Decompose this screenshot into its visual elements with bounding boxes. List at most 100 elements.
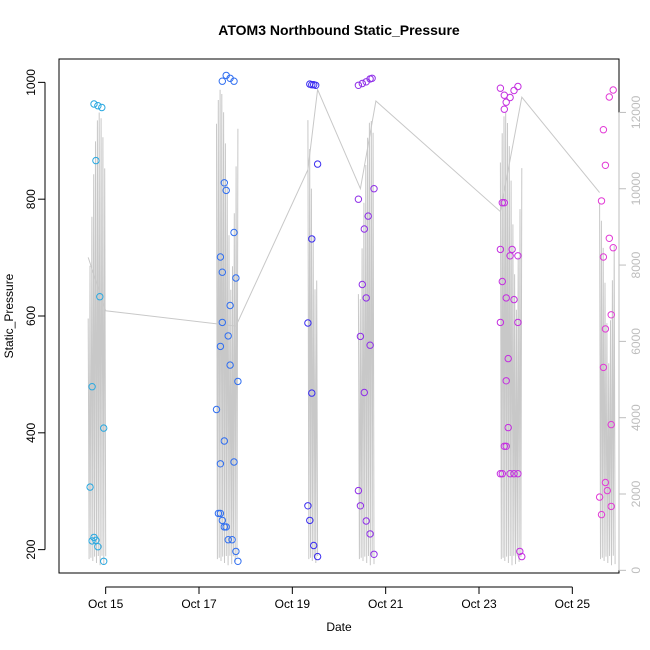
data-point (516, 547, 524, 556)
y-left-tick-label: 400 (24, 422, 38, 442)
data-point (88, 383, 96, 391)
data-point (370, 185, 378, 193)
data-point (222, 523, 230, 531)
pressure-trace-layer (87, 87, 616, 566)
data-point (88, 537, 96, 545)
data-point (360, 225, 368, 233)
data-point (232, 547, 240, 556)
trace-burst-3 (307, 120, 319, 564)
data-point (506, 470, 514, 478)
data-point (230, 77, 238, 85)
x-axis-label: Date (326, 620, 352, 634)
data-point (304, 502, 312, 510)
data-point (234, 377, 242, 386)
data-point (518, 552, 526, 561)
y-right-tick-label: 6000 (629, 328, 643, 355)
y-left-tick-label: 600 (24, 306, 38, 326)
chart-title: ATOM3 Northbound Static_Pressure (218, 22, 460, 38)
data-point (506, 93, 514, 102)
data-point (358, 79, 366, 88)
data-point (216, 460, 225, 468)
data-point (504, 423, 512, 432)
data-point (308, 389, 316, 397)
data-point (609, 86, 617, 94)
data-point (502, 98, 510, 106)
data-point (368, 74, 376, 83)
data-point (212, 405, 221, 414)
data-point (100, 557, 108, 565)
data-point (228, 536, 236, 544)
trace-burst-4 (357, 120, 375, 566)
data-point (498, 199, 506, 207)
data-point (310, 541, 318, 550)
data-point (597, 510, 606, 519)
x-tick-label: Oct 15 (88, 597, 124, 611)
data-point (510, 86, 518, 95)
data-point (218, 318, 227, 327)
data-point (224, 332, 232, 340)
data-point (98, 103, 106, 112)
y-axis-right: 0 2000 4000 6000 8000 10000 12000 (618, 95, 643, 574)
data-point (609, 244, 617, 252)
data-point (214, 509, 223, 518)
data-point (308, 81, 316, 89)
data-point (306, 516, 314, 525)
data-point (498, 470, 506, 478)
y-left-tick-label: 200 (24, 539, 38, 559)
data-point (313, 552, 322, 561)
y-left-tick-label: 800 (24, 189, 38, 209)
data-point (218, 77, 227, 85)
data-point (496, 84, 505, 92)
data-point (356, 502, 365, 510)
data-point (514, 318, 522, 327)
y-left-tick-label: 1000 (24, 69, 38, 96)
trace-envelope-line (87, 87, 600, 327)
data-point (370, 550, 378, 558)
data-point (364, 212, 372, 220)
x-tick-label: Oct 21 (368, 597, 404, 611)
data-point (220, 179, 229, 187)
data-point (605, 93, 613, 101)
trace-burst-2 (216, 89, 239, 566)
data-point (216, 253, 225, 261)
y-right-tick-label: 12000 (629, 95, 643, 129)
data-point (224, 536, 232, 544)
data-point (601, 478, 610, 487)
data-point (366, 341, 374, 349)
x-tick-label: Oct 25 (555, 597, 591, 611)
data-point (218, 516, 227, 525)
data-point (96, 293, 104, 301)
data-point (304, 319, 312, 327)
data-point (601, 325, 610, 333)
data-point (599, 253, 608, 261)
data-point (502, 442, 510, 450)
data-point (599, 363, 608, 372)
data-point (220, 437, 229, 445)
data-point (607, 420, 615, 429)
data-point (502, 294, 510, 302)
data-point (230, 458, 238, 466)
x-tick-label: Oct 23 (461, 597, 497, 611)
trace-burst-6 (599, 203, 616, 566)
data-point (356, 332, 365, 341)
data-point (500, 105, 508, 113)
data-point (354, 486, 363, 495)
data-point (599, 126, 608, 134)
data-point (313, 160, 322, 168)
data-point (218, 268, 227, 276)
data-point (230, 228, 238, 237)
data-point (603, 486, 611, 495)
data-point (595, 493, 604, 501)
data-point (308, 235, 316, 243)
data-point (496, 318, 505, 327)
data-point (362, 517, 370, 525)
data-point (607, 311, 615, 319)
data-points-layer (86, 71, 617, 565)
data-point (366, 530, 374, 538)
y-axis-left: 200 400 600 800 1000 (24, 69, 46, 560)
data-point (94, 543, 102, 551)
trace-burst-1 (87, 112, 107, 566)
data-point (506, 252, 514, 260)
